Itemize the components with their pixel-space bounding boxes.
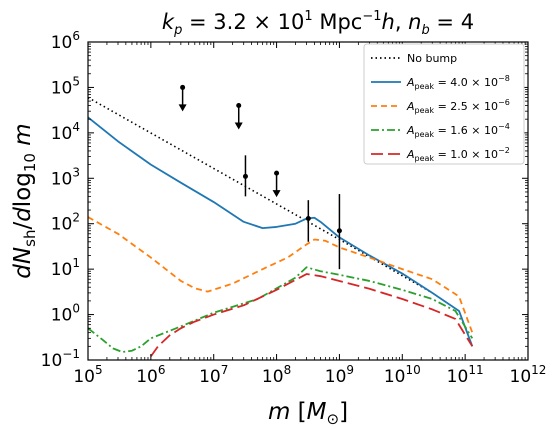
observation-point [305,216,311,222]
observations-layer [178,84,342,270]
y-tick-label: 102 [51,211,80,235]
y-tick-label: 101 [51,256,80,280]
y-tick-label: 104 [51,120,80,144]
upper-limit-arrow [234,122,243,130]
upper-limit-arrow [178,104,187,112]
legend-label-3: Apeak = 1.6 × 10−4 [406,122,510,139]
legend-label-0: No bump [407,52,457,65]
series-line-2 [88,216,474,333]
observation-point [336,228,342,234]
legend: No bump Apeak = 4.0 × 10−8 Apeak = 2.5 × 1… [363,43,525,165]
y-tick-label: 10−1 [41,347,80,371]
y-tick-label: 100 [51,302,80,326]
observation-point [274,170,280,176]
observation-point [242,173,248,179]
legend-label-1: Apeak = 4.0 × 10−8 [406,74,510,91]
series-line-3 [88,266,474,353]
y-tick-label: 103 [51,165,80,189]
x-tick-label: 105 [73,363,102,387]
legend-box [363,43,525,165]
y-tick-label: 106 [51,29,80,53]
plot-frame [87,41,529,361]
x-tick-label: 109 [325,363,354,387]
x-tick-label: 1010 [384,363,421,387]
x-tick-label: 106 [136,363,165,387]
y-tick-label: 105 [51,74,80,98]
plot-area: 105 106 107 108 109 1010 1011 1012 10−1 100 101 102… [41,29,547,387]
legend-label-2: Apeak = 2.5 × 10−6 [406,98,510,115]
x-tick-label: 1011 [447,363,484,387]
legend-label-4: Apeak = 1.0 × 10−2 [406,146,510,163]
observation-point [236,103,242,109]
series-line-4 [150,273,474,357]
x-tick-label: 1012 [510,363,547,387]
series-line-1 [88,116,474,347]
y-axis-title: dNsh/dlog10 m [10,123,39,278]
x-tick-label: 107 [199,363,228,387]
chart-title: kp = 3.2 × 101 Mpc−1h, nb = 4 [162,9,474,38]
upper-limit-arrow [272,190,281,198]
x-tick-label: 108 [262,363,291,387]
x-axis-title: m [M⊙] [268,399,348,428]
observation-point [180,84,186,90]
